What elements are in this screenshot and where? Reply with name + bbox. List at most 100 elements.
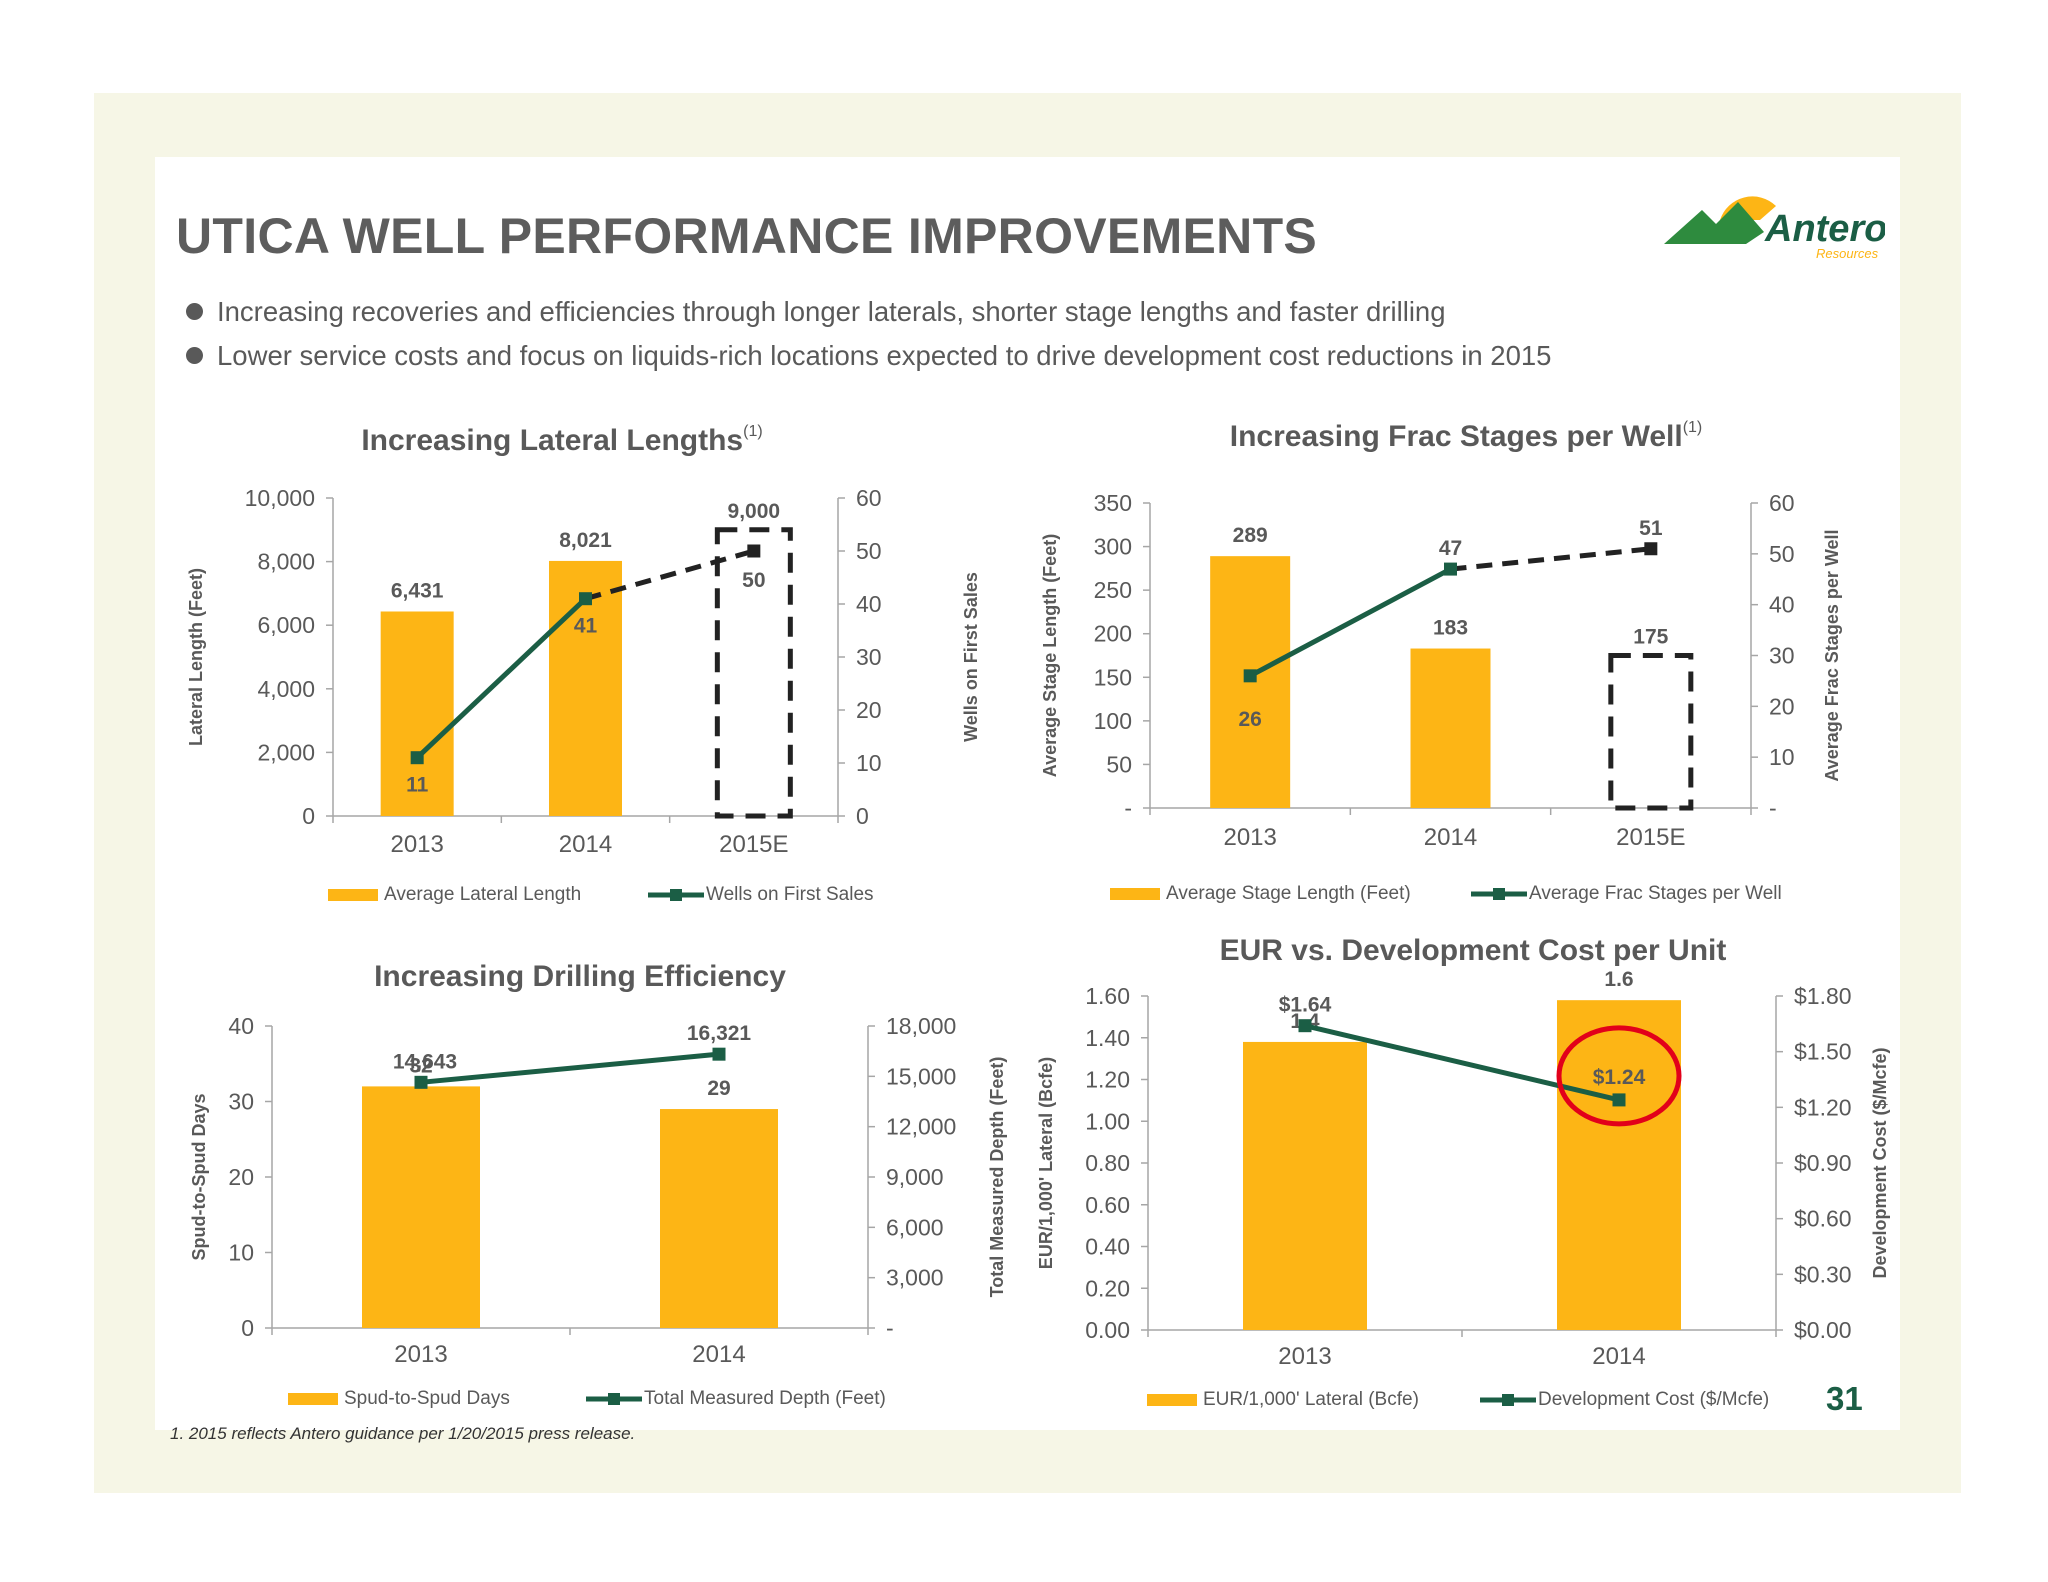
y2-tick-label: 15,000 [886,1063,956,1089]
line-data-label: 47 [1439,537,1462,560]
legend-line-label: Average Frac Stages per Well [1529,883,1782,904]
y-tick-label: 0.60 [1085,1192,1130,1218]
y2-tick-label: 0 [856,803,869,829]
bullet-item: Increasing recoveries and efficiencies t… [186,290,1551,334]
y-tick-label: 0 [302,803,315,829]
y2-axis-title: Average Frac Stages per Well [1822,529,1842,781]
y-axis-title: Lateral Length (Feet) [186,568,206,746]
legend-bar-swatch [1110,888,1160,900]
highlight-circle [1556,1025,1682,1127]
y-tick-label: 200 [1094,621,1132,647]
bullet-text: Increasing recoveries and efficiencies t… [217,296,1446,327]
legend-line-label: Wells on First Sales [706,884,874,905]
y-axis-title: EUR/1,000' Lateral (Bcfe) [1036,1057,1056,1269]
bar-data-label: 183 [1433,617,1468,640]
series-line-segment [420,1051,720,1085]
y2-tick-label: 20 [856,697,882,723]
lateral-lengths-chart: Increasing Lateral Lengths(1) 0 2,000 4,000… [186,423,981,905]
y-tick-label: 8,000 [257,549,315,575]
bar [660,1109,778,1328]
bullet-item: Lower service costs and focus on liquids… [186,334,1551,378]
y-tick-label: 40 [228,1013,254,1039]
series-point [1644,542,1658,556]
series-point [1612,1093,1626,1107]
antero-logo: Antero Resources [1664,196,1885,261]
bullet-list: Increasing recoveries and efficiencies t… [186,290,1551,378]
y2-tick-label: 12,000 [886,1114,956,1140]
y-tick-label: 6,000 [257,612,315,638]
series-point [579,592,592,606]
y-tick-label: 30 [228,1089,254,1115]
y2-tick-label: 50 [1769,541,1795,567]
y2-tick-label: - [1769,795,1777,821]
bar-data-label: 6,431 [391,579,444,602]
y-tick-label: 10 [228,1240,254,1266]
line-data-label: 50 [742,569,765,592]
y-tick-label: 150 [1094,664,1132,690]
legend-line-label: Total Measured Depth (Feet) [644,1388,886,1409]
series-point [414,1075,428,1089]
line-data-label: 51 [1639,517,1663,540]
bar-data-label: 8,021 [559,529,612,552]
bar-data-label: 175 [1633,626,1668,649]
y2-axis-title: Total Measured Depth (Feet) [987,1057,1007,1298]
eur-vs-cost-chart: EUR vs. Development Cost per Unit 0.00 0.2… [1036,934,1890,1410]
y2-tick-label: 30 [856,644,882,670]
x-tick-label: 2014 [559,831,612,858]
bar-data-label: 9,000 [728,500,781,523]
legend-bar-swatch [1147,1394,1197,1406]
x-tick-label: 2015E [719,831,788,858]
bar [362,1086,480,1328]
y2-tick-label: $0.30 [1794,1261,1852,1287]
legend-line-marker [670,889,682,901]
y-tick-label: 10,000 [245,485,315,511]
x-tick-label: 2013 [1278,1343,1331,1370]
y2-tick-label: 30 [1769,643,1795,669]
y-tick-label: 0.00 [1085,1317,1130,1343]
bar-data-label: 1.6 [1604,968,1633,991]
y2-tick-label: 60 [1769,490,1795,516]
y-tick-label: 0.20 [1085,1275,1130,1301]
bar-data-label: 29 [707,1077,730,1100]
y2-tick-label: $0.90 [1794,1150,1852,1176]
x-tick-label: 2013 [1223,824,1276,851]
y-tick-label: 50 [1106,751,1132,777]
y2-tick-label: $1.80 [1794,983,1852,1009]
bar [380,611,454,816]
y-tick-label: 300 [1094,534,1132,560]
bar [1243,1041,1367,1330]
y-axis-title: Average Stage Length (Feet) [1040,534,1060,777]
chart-title-text: Increasing Lateral Lengths [361,424,743,457]
bar [1410,648,1491,808]
bullet-dot-icon [186,347,203,365]
legend-line-label: Development Cost ($/Mcfe) [1538,1389,1769,1410]
chart-title: Increasing Frac Stages per Well(1) [1230,419,1703,453]
y2-tick-label: 18,000 [886,1013,956,1039]
line-data-label: 26 [1238,708,1261,731]
line-data-label: $1.64 [1279,994,1332,1017]
y2-tick-label: 10 [1769,744,1795,770]
y-tick-label: 20 [228,1164,254,1190]
legend-bar-label: EUR/1,000' Lateral (Bcfe) [1203,1389,1419,1410]
line-data-label: $1.24 [1593,1066,1646,1089]
x-tick-label: 2014 [1592,1343,1645,1370]
logo-name: Antero [1764,208,1885,250]
y-tick-label: 100 [1094,708,1132,734]
line-data-label: 41 [574,615,598,638]
chart-title: EUR vs. Development Cost per Unit [1220,934,1727,967]
page-number: 31 [1826,1380,1863,1417]
y-tick-label: 4,000 [257,676,315,702]
chart-title-text: EUR vs. Development Cost per Unit [1220,934,1727,967]
y-tick-label: 1.40 [1085,1025,1130,1051]
y-tick-label: 250 [1094,577,1132,603]
series-point [410,751,424,765]
series-point [1243,669,1257,683]
series-line-dashed-segment [584,548,755,602]
series-line-segment [1304,1023,1620,1103]
series-point [712,1047,726,1061]
y2-tick-label: $1.20 [1794,1094,1852,1120]
x-tick-label: 2014 [692,1341,745,1368]
legend-bar-label: Average Stage Length (Feet) [1166,883,1411,904]
y2-tick-label: 3,000 [886,1265,944,1291]
y2-tick-label: 60 [856,485,882,511]
